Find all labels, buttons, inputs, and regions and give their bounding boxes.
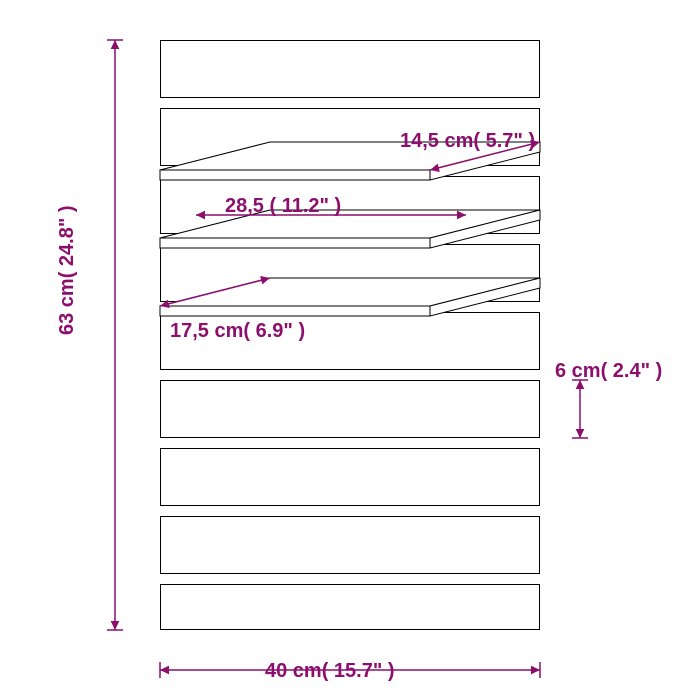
dim-shelf-width-label: 28,5 ( 11.2" )	[225, 195, 341, 218]
dimension-lines	[0, 0, 700, 700]
dim-height-label: 63 cm( 24.8" )	[56, 205, 79, 335]
dim-shelf-offset-label: 17,5 cm( 6.9" )	[170, 320, 305, 343]
dim-slat-height-label: 6 cm( 2.4" )	[555, 360, 662, 383]
dim-width-label: 40 cm( 15.7" )	[265, 660, 395, 683]
diagram-stage: 63 cm( 24.8" ) 40 cm( 15.7" ) 14,5 cm( 5.7…	[0, 0, 700, 700]
dim-shelf-depth-label: 14,5 cm( 5.7" )	[400, 130, 535, 153]
